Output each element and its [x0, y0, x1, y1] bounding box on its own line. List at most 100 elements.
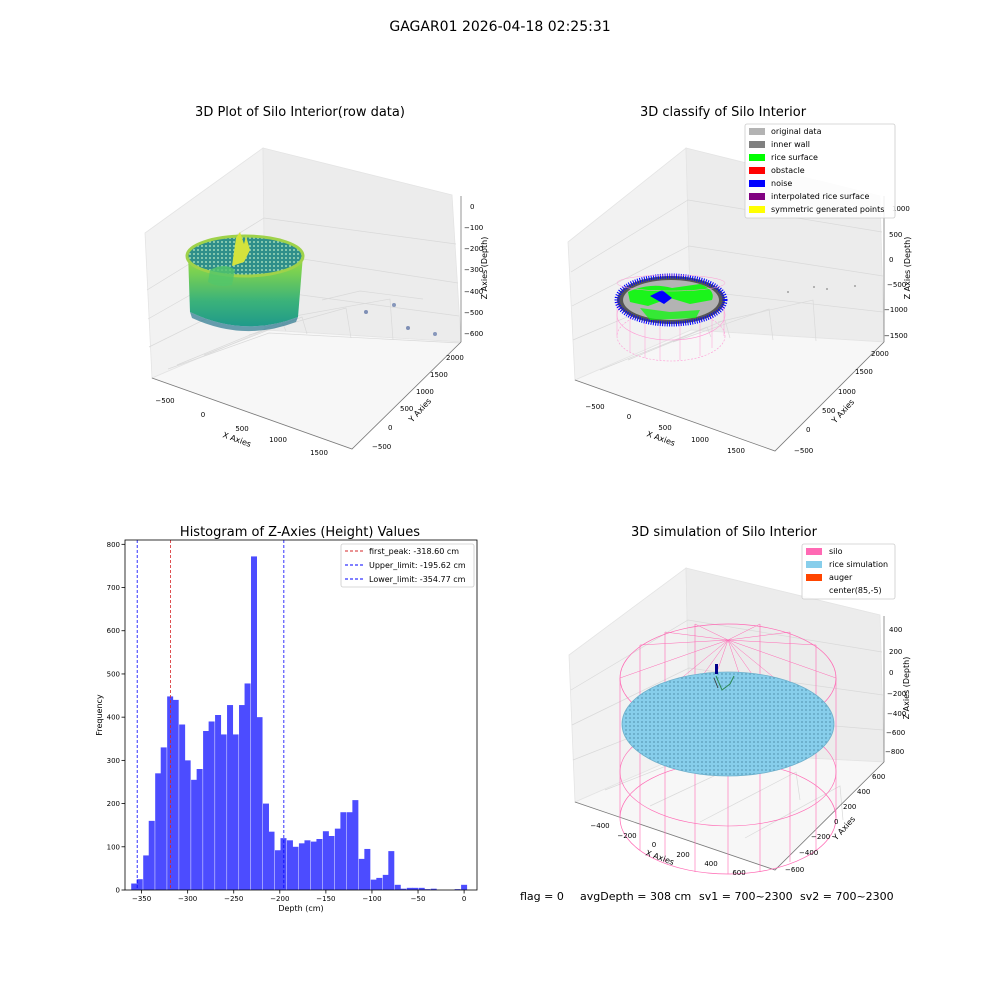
raw3d-y-tick: 500 — [400, 405, 413, 413]
raw3d-y-tick: 1000 — [416, 388, 434, 396]
histogram-bar — [184, 760, 191, 890]
raw3d-z-tick: −400 — [464, 288, 483, 296]
histogram-bar — [322, 831, 329, 890]
histogram-title: Histogram of Z-Axies (Height) Values — [180, 525, 420, 540]
raw3d-z-tick: −300 — [464, 266, 483, 274]
raw3d-xlabel: X Axies — [221, 430, 252, 449]
histogram-bar — [143, 855, 150, 890]
legend-swatch-center — [806, 587, 822, 594]
raw3d-x-tick: 0 — [201, 411, 205, 419]
histogram-bar — [131, 883, 138, 890]
histogram-y-tick-label: 400 — [107, 714, 120, 722]
legend-swatch-original-data — [749, 128, 765, 135]
histogram-bar — [203, 730, 210, 890]
status-flag: flag = 0 — [520, 890, 564, 903]
classify3d-x-tick: −500 — [585, 403, 604, 411]
classify3d-z-tick: 500 — [889, 231, 902, 239]
raw3d-z-tick: −600 — [464, 330, 483, 338]
classify3d-y-tick: 2000 — [871, 350, 889, 358]
sim3d-z-tick: −400 — [887, 710, 906, 718]
histogram-bar — [412, 887, 419, 890]
classify3d-xlabel: X Axies — [645, 429, 676, 448]
histogram-bar — [286, 840, 293, 890]
histogram-bar — [262, 803, 269, 890]
histogram-bar — [239, 705, 246, 890]
classify3d-z-tick: −1500 — [884, 332, 908, 340]
histogram-y-tick-label: 800 — [107, 541, 120, 549]
histogram-bar — [172, 699, 179, 890]
sim3d-zlabel: Z Axies (Depth) — [902, 657, 911, 720]
histogram-bar — [136, 879, 143, 890]
histogram-bar — [316, 839, 323, 890]
sim3d-y-tick: −600 — [785, 866, 804, 874]
histogram-panel: Histogram of Z-Axies (Height) Values −35… — [95, 525, 478, 913]
histogram-y-tick-label: 700 — [107, 584, 120, 592]
histogram-bar — [251, 556, 257, 890]
sim3d-x-tick: 400 — [704, 860, 717, 868]
legend-label-silo: silo — [829, 547, 843, 556]
histogram-x-tick-label: 0 — [462, 895, 466, 903]
legend-swatch-symmetric-generated-points — [749, 206, 765, 213]
histogram-x-ticks: −350 −300 −250 −200 −150 −100 −50 0 — [132, 890, 466, 903]
raw3d-z-ticks: 0 −100 −200 −300 −400 −500 −600 — [464, 203, 483, 338]
raw3d-x-tick: 1000 — [269, 436, 287, 444]
histogram-y-tick-label: 600 — [107, 627, 120, 635]
status-avg-depth: avgDepth = 308 cm — [580, 890, 691, 903]
classify3d-z-tick: 1000 — [892, 205, 910, 213]
classify3d-x-tick: 500 — [658, 424, 671, 432]
histogram-bar — [256, 717, 263, 890]
legend-label-first-peak: first_peak: -318.60 cm — [369, 547, 459, 556]
histogram-bar — [454, 889, 461, 890]
histogram-reference-lines — [136, 540, 285, 890]
histogram-xlabel: Depth (cm) — [278, 904, 323, 913]
classify3d-scatter — [614, 273, 856, 362]
histogram-bar — [274, 850, 281, 890]
sim3d-xlabel: X Axies — [644, 848, 675, 867]
legend-label-rice-surface: rice surface — [771, 153, 818, 162]
sim3d-title: 3D simulation of Silo Interior — [631, 525, 818, 540]
sim3d-x-tick: −200 — [617, 832, 636, 840]
histogram-y-tick-label: 500 — [107, 670, 120, 678]
histogram-bar — [191, 779, 198, 890]
histogram-bar — [292, 846, 299, 890]
histogram-bar — [424, 889, 431, 890]
raw3d-z-tick: 0 — [470, 203, 474, 211]
classify3d-zlabel: Z Axies (Depth) — [903, 237, 912, 300]
histogram-bar — [304, 840, 311, 890]
classify3d-z-tick: 0 — [889, 256, 893, 264]
classify3d-z-ticks: 1000 500 0 −500 −1000 −1500 — [884, 205, 910, 340]
histogram-x-tick-label: −100 — [362, 895, 381, 903]
classify3d-edges — [574, 196, 885, 452]
raw3d-title: 3D Plot of Silo Interior(row data) — [195, 105, 405, 120]
sim3d-x-tick: 0 — [652, 841, 656, 849]
sim3d-z-tick: −200 — [887, 690, 906, 698]
histogram-y-tick-label: 0 — [116, 887, 120, 895]
histogram-y-ticks: 0 100 200 300 400 500 600 700 800 — [107, 541, 125, 895]
classify3d-y-tick: 1500 — [855, 368, 873, 376]
classify3d-x-tick: 0 — [627, 413, 631, 421]
classify3d-y-tick: 0 — [806, 426, 810, 434]
legend-label-upper-limit: Upper_limit: -195.62 cm — [369, 561, 466, 570]
histogram-bar — [280, 838, 287, 890]
classify3d-title: 3D classify of Silo Interior — [640, 105, 807, 120]
histogram-y-tick-label: 300 — [107, 757, 120, 765]
sim3d-z-tick: 400 — [889, 626, 902, 634]
histogram-bar — [406, 887, 413, 890]
legend-swatch-obstacle — [749, 167, 765, 174]
sim3d-legend: silo rice simulation auger center(85,-5) — [801, 543, 896, 600]
histogram-bar — [148, 820, 155, 890]
legend-label-rice-simulation: rice simulation — [829, 560, 888, 569]
histogram-bar — [328, 835, 335, 890]
histogram-bar — [364, 848, 371, 890]
histogram-bar — [370, 879, 377, 890]
histogram-bar — [400, 888, 407, 890]
histogram-x-tick-label: −150 — [316, 895, 335, 903]
histogram-bar — [232, 734, 239, 890]
histogram-bar — [227, 705, 234, 890]
sim3d-y-tick: 600 — [872, 773, 885, 781]
histogram-x-tick-label: −350 — [132, 895, 151, 903]
raw3d-scatter — [185, 232, 437, 336]
sim3d-x-tick: −400 — [590, 822, 609, 830]
histogram-bar — [334, 828, 341, 890]
legend-label-symmetric-generated-points: symmetric generated points — [771, 205, 884, 214]
